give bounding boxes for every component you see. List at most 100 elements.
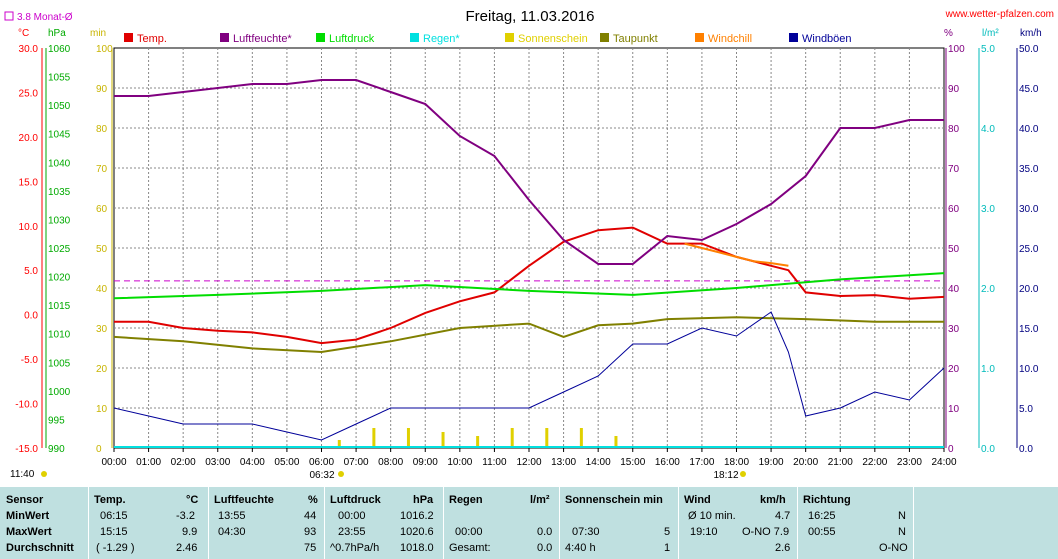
legend-label: Regen* <box>423 33 460 45</box>
max-sun-time: 07:30 <box>572 526 600 538</box>
x-tick-label: 03:00 <box>205 457 230 468</box>
header-sunshine: Sonnenschein min <box>565 494 663 506</box>
divider <box>913 487 914 559</box>
windchill-series <box>684 242 789 267</box>
sunshine-bar <box>579 428 583 448</box>
legend-label: Windböen <box>802 33 852 45</box>
divider <box>208 487 209 559</box>
weather-chart: Freitag, 11.03.2016 www.wetter-pfalzen.c… <box>4 8 1054 481</box>
min-press-val: 1016.2 <box>400 510 434 522</box>
pressure-axis-tick: 1030 <box>48 215 71 226</box>
max-press-val: 1020.6 <box>400 526 434 538</box>
legend: Temp. Luftfeuchte* Luftdruck Regen* Sonnensc… <box>124 33 852 45</box>
humidity-axis-tick: 0 <box>948 444 954 455</box>
minutes-axis-tick: 20 <box>96 364 108 375</box>
pressure-axis-tick: 1040 <box>48 158 71 169</box>
divider <box>797 487 798 559</box>
minutes-axis-tick: 60 <box>96 204 108 215</box>
sunshine-bars <box>337 428 618 448</box>
x-tick-label: 00:00 <box>101 457 126 468</box>
x-tick-label: 15:00 <box>620 457 645 468</box>
chart-title: Freitag, 11.03.2016 <box>466 8 595 25</box>
pressure-axis-tick: 1010 <box>48 330 71 341</box>
header-sensor: Sensor <box>6 494 44 506</box>
max-dir-val: N <box>898 526 906 538</box>
legend-swatch <box>695 33 704 42</box>
unit-min: min <box>90 28 106 39</box>
sunshine-bar <box>337 440 341 448</box>
temp-axis-tick: 20.0 <box>19 133 39 144</box>
pressure-axis-tick: 1005 <box>48 358 71 369</box>
unit-percent: % <box>944 28 953 39</box>
legend-label: Windchill <box>708 33 752 45</box>
pressure-axis-tick: 1020 <box>48 273 71 284</box>
min-dir-time: 16:25 <box>808 510 836 522</box>
min-dir-val: N <box>898 510 906 522</box>
pressure-axis-tick: 1055 <box>48 73 71 84</box>
x-tick-label: 24:00 <box>931 457 956 468</box>
wind-axis-tick: 30.0 <box>1019 204 1039 215</box>
unit-hpa: hPa <box>48 28 66 39</box>
pressure-axis-tick: 995 <box>48 415 65 426</box>
series-lines <box>113 79 945 448</box>
legend-swatch <box>600 33 609 42</box>
sunshine-bar <box>406 428 410 448</box>
press-trend: ^0.7hPa/h <box>330 542 380 554</box>
legend-swatch <box>124 33 133 42</box>
wind-axis-tick: 35.0 <box>1019 164 1039 175</box>
minutes-axis-tick: 100 <box>96 44 113 55</box>
humidity-axis-tick: 70 <box>948 164 960 175</box>
humidity-axis-tick: 60 <box>948 204 960 215</box>
legend-label: Luftdruck <box>329 33 375 45</box>
max-press-time: 23:55 <box>338 526 366 538</box>
wind-axis-tick: 10.0 <box>1019 364 1039 375</box>
max-temp-time: 15:15 <box>100 526 128 538</box>
legend-label: Temp. <box>137 33 167 45</box>
x-tick-label: 09:00 <box>413 457 438 468</box>
humidity-axis-tick: 40 <box>948 284 960 295</box>
min-temp-val: -3.2 <box>176 510 195 522</box>
sunshine-bar <box>545 428 549 448</box>
max-wind-val: O-NO 7.9 <box>742 526 790 538</box>
header-rain-unit: l/m² <box>530 494 550 506</box>
minutes-axis-tick: 90 <box>96 84 108 95</box>
minutes-axis-tick: 30 <box>96 324 108 335</box>
temp-axis-tick: -10.0 <box>15 400 38 411</box>
wind-axis-tick: 25.0 <box>1019 244 1039 255</box>
wind-axis-tick: 40.0 <box>1019 124 1039 135</box>
min-hum-time: 13:55 <box>218 510 246 522</box>
minutes-axis-tick: 70 <box>96 164 108 175</box>
temp-axis-tick: 30.0 <box>19 44 39 55</box>
start-time-label: 11:40 <box>10 469 35 480</box>
x-tick-label: 11:00 <box>482 457 507 468</box>
pressure-axis-tick: 990 <box>48 444 65 455</box>
unit-celsius: °C <box>18 28 29 39</box>
sunrise-label: 06:32 <box>309 470 334 481</box>
header-rain: Regen <box>449 494 483 506</box>
dewpoint-series <box>113 316 944 354</box>
sun-total: 4:40 h <box>565 542 596 554</box>
pressure-axis-tick: 1000 <box>48 387 71 398</box>
website-label: www.wetter-pfalzen.com <box>945 9 1054 20</box>
sun-avg: 1 <box>664 542 671 554</box>
header-wind-unit: km/h <box>760 494 786 506</box>
wind-axis-tick: 20.0 <box>1019 284 1039 295</box>
divider <box>324 487 325 559</box>
sunshine-bar <box>441 432 445 448</box>
pressure-axis-tick: 1060 <box>48 44 71 55</box>
temp-axis-tick: 15.0 <box>19 177 39 188</box>
x-tick-label: 12:00 <box>516 457 541 468</box>
wind-axis-tick: 15.0 <box>1019 324 1039 335</box>
legend-swatch <box>789 33 798 42</box>
x-tick-label: 13:00 <box>551 457 576 468</box>
divider <box>678 487 679 559</box>
x-tick-label: 23:00 <box>897 457 922 468</box>
x-tick-label: 05:00 <box>274 457 299 468</box>
rain-total-val: 0.0 <box>537 542 553 554</box>
humidity-axis-tick: 20 <box>948 364 960 375</box>
header-temp: Temp. <box>94 494 126 506</box>
temp-series <box>114 226 945 345</box>
unit-kmh: km/h <box>1020 28 1042 39</box>
rain-axis-tick: 0.0 <box>981 444 995 455</box>
avg-wind-val: 2.6 <box>775 542 791 554</box>
